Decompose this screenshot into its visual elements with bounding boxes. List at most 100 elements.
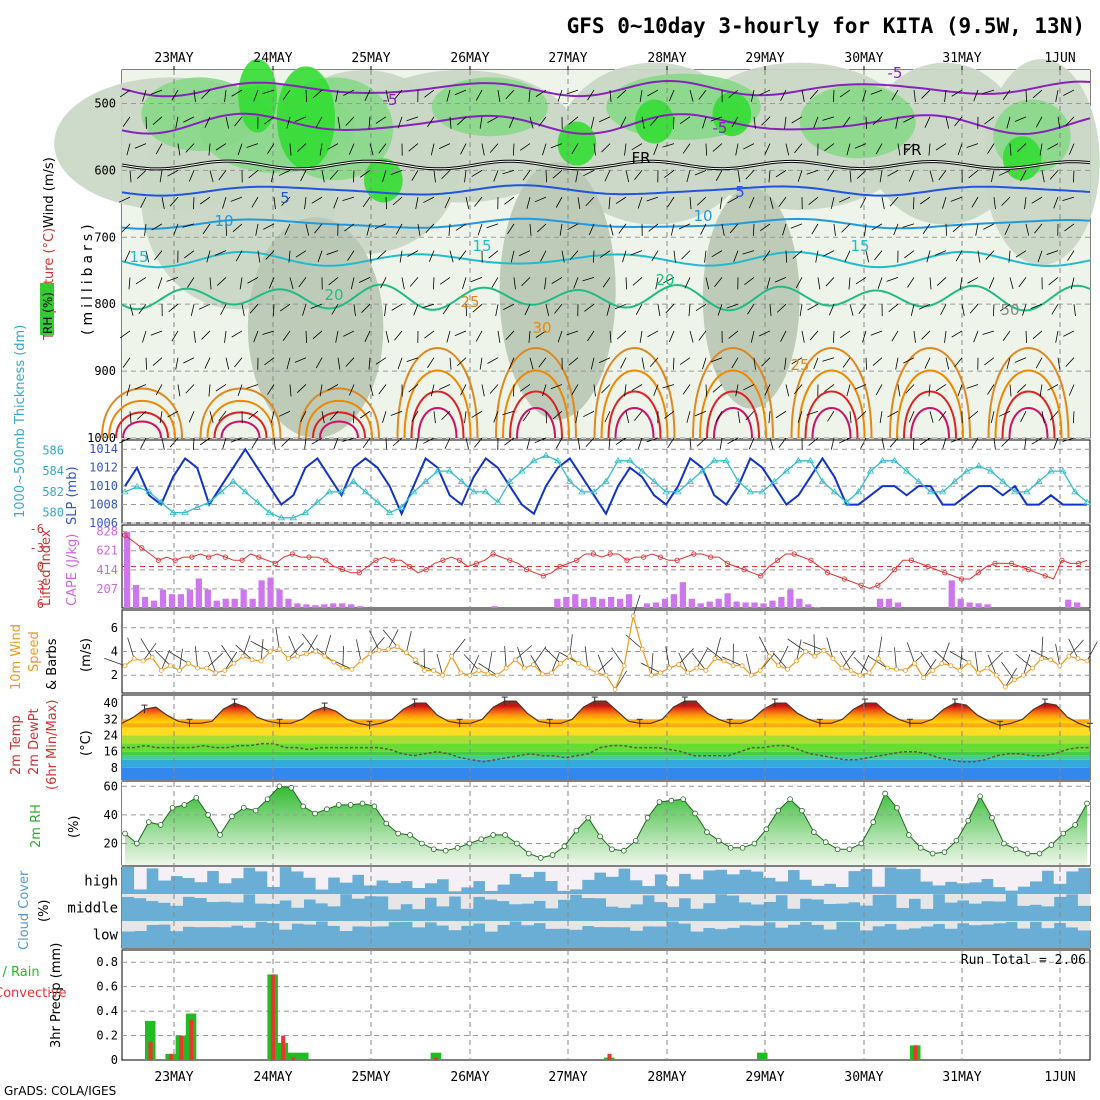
rh2m-marker: [1072, 822, 1078, 828]
contour-freezing-inner: [121, 160, 1091, 170]
lifted-index-marker: [122, 532, 128, 538]
wind-barb: [678, 223, 691, 230]
temp-tick-label: 40: [104, 696, 118, 710]
cloud-gap: [497, 867, 510, 885]
cloud-gap: [291, 867, 304, 872]
wind-barb: [185, 384, 195, 394]
wind-barb: [472, 303, 483, 313]
cloud-gap: [884, 921, 897, 925]
wind-speed-marker: [748, 672, 754, 678]
wind-barb: [1062, 196, 1075, 202]
wind-barb: [679, 357, 691, 365]
wind-barb-10m: [796, 639, 802, 662]
thickness-marker: [217, 488, 225, 495]
wind-speed-marker: [122, 663, 128, 669]
wind-barb: [294, 116, 307, 122]
cloud-gap: [727, 894, 740, 896]
wind-speed-marker: [857, 672, 863, 678]
wind-barb: [993, 197, 996, 210]
precip-tick-label: 0.2: [96, 1029, 118, 1043]
contour-30: [305, 400, 373, 439]
rh2m-marker: [632, 837, 639, 844]
wind-barb: [808, 437, 819, 446]
wind-barb: [538, 116, 547, 127]
lifted-index-marker: [440, 557, 446, 563]
wind-barb: [934, 250, 947, 256]
wind-barb: [142, 89, 147, 102]
cape-bar: [195, 578, 202, 608]
wind-barb: [912, 437, 915, 451]
cloud-gap: [775, 921, 788, 928]
cloud-gap: [642, 921, 655, 927]
contour-30: [797, 369, 866, 439]
precip-panel: 00.20.40.60.8: [96, 950, 1090, 1067]
wind-barb: [881, 437, 885, 450]
wind-barb: [748, 196, 755, 209]
wind-barb: [218, 410, 227, 422]
wind-barb: [924, 357, 931, 369]
wind-barb: [1025, 330, 1028, 343]
wind-barb: [865, 250, 870, 263]
wind-barb: [284, 223, 291, 235]
wind-barb: [201, 330, 211, 340]
wind-barb: [192, 437, 195, 451]
thickness-marker: [638, 467, 646, 474]
wind-barb: [672, 357, 675, 370]
wind-barb: [359, 170, 371, 178]
wind-barb-10m: [1004, 668, 1017, 688]
wind-barb-10m: [1086, 641, 1098, 662]
wind-barb: [315, 357, 323, 369]
wind-barb: [267, 143, 275, 154]
run-total: Run Total = 2.06: [961, 953, 1086, 968]
wind-barb: [202, 223, 211, 234]
wind-barb-10m: [1030, 649, 1051, 661]
lifted-index-marker: [155, 557, 162, 563]
wind-speed-marker: [385, 646, 391, 652]
wind-barb: [604, 170, 611, 182]
lifted-index-marker: [189, 554, 195, 560]
lifted-index-marker: [825, 570, 831, 576]
cloud-gap: [654, 867, 667, 875]
rh2m-marker: [894, 804, 900, 811]
cloud-gap: [460, 894, 474, 909]
wind-speed-marker: [367, 651, 373, 657]
wind-barb: [935, 143, 947, 151]
wind-speed-marker: [240, 653, 246, 659]
cloud-gap: [1029, 921, 1043, 922]
wind-barb: [444, 437, 451, 450]
lifted-index-marker: [958, 576, 965, 582]
cloud-gap: [751, 867, 764, 872]
speed-label: Speed: [27, 631, 42, 672]
cloud-gap: [630, 921, 643, 931]
cloud-gap: [727, 921, 740, 928]
cloud-gap: [533, 867, 546, 872]
wind-barb: [696, 196, 707, 206]
wind-barb: [827, 170, 835, 181]
cloud-gap: [678, 921, 692, 924]
wind-barb: [155, 384, 163, 396]
cloud-gap: [690, 867, 704, 880]
wind-speed-marker: [231, 660, 237, 666]
thickness-marker: [241, 488, 249, 495]
wind-barb: [782, 223, 787, 236]
wind-speed-marker: [776, 663, 781, 669]
cape-bar: [643, 603, 651, 608]
wind-barb: [705, 384, 708, 397]
wind-barb: [735, 143, 739, 156]
lifted-index-marker: [206, 554, 212, 560]
lifted-index-marker: [423, 567, 429, 573]
cloud-gap: [993, 894, 1006, 902]
contour-label: -5: [713, 119, 728, 137]
wind-barb: [737, 411, 741, 424]
wind-barb: [423, 437, 435, 444]
contour-label: FR: [631, 149, 650, 167]
wind-barb: [215, 143, 227, 151]
thickness-tick-label: 584: [42, 464, 64, 478]
wind-barb: [220, 304, 227, 316]
wind-barb: [824, 384, 835, 393]
cloud-gap: [860, 921, 873, 931]
wind-barb: [577, 437, 581, 450]
precip-conv-bar: [434, 1057, 439, 1060]
lifted-index-marker: [808, 557, 814, 563]
